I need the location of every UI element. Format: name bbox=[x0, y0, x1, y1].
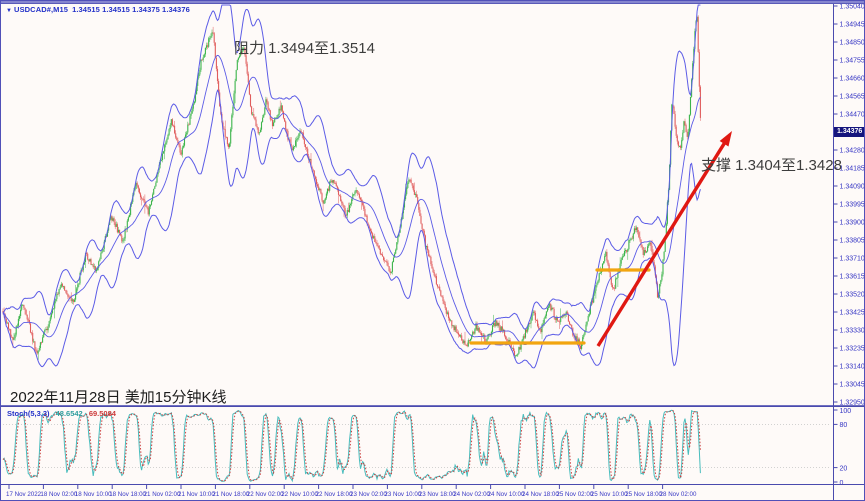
dropdown-icon[interactable]: ▼ bbox=[6, 8, 13, 14]
time-axis-label: 17 Nov 2022 bbox=[6, 491, 42, 498]
price-axis-label: 1.35040 bbox=[840, 4, 865, 11]
bollinger-upper-band bbox=[2, 4, 701, 330]
stoch-axis-label: 20 bbox=[840, 465, 848, 472]
time-axis-label: 22 Nov 10:00 bbox=[281, 491, 318, 498]
ohlc-values: 1.34515 1.34515 1.34375 1.34376 bbox=[72, 5, 190, 14]
date-annotation: 2022年11月28日 美加15分钟K线 bbox=[10, 389, 227, 406]
price-axis-label: 1.34280 bbox=[840, 148, 865, 155]
time-axis-label: 25 Nov 10:00 bbox=[591, 491, 628, 498]
time-axis-label: 24 Nov 10:00 bbox=[488, 491, 525, 498]
time-axis-label: 28 Nov 02:00 bbox=[660, 491, 697, 498]
window-top-border bbox=[1, 1, 864, 4]
stochastic-indicator-label: Stoch(5,3,3) 48.6542 69.5084 bbox=[7, 409, 116, 418]
time-axis-label: 18 Nov 10:00 bbox=[75, 491, 112, 498]
stochastic-name: Stoch(5,3,3) bbox=[7, 409, 50, 418]
price-axis-label: 1.33235 bbox=[840, 346, 865, 353]
current-price-tag: 1.34376 bbox=[834, 127, 864, 137]
price-axis-label: 1.33425 bbox=[840, 310, 865, 317]
price-axis-label: 1.34850 bbox=[840, 40, 865, 47]
price-axis-label: 1.32950 bbox=[840, 400, 865, 407]
price-axis-label: 1.33900 bbox=[840, 220, 865, 227]
time-axis-label: 25 Nov 02:00 bbox=[556, 491, 593, 498]
price-axis-label: 1.34945 bbox=[840, 22, 865, 29]
stoch-k-line bbox=[2, 409, 701, 483]
bollinger-middle-band bbox=[2, 54, 701, 346]
price-axis-label: 1.34470 bbox=[840, 112, 865, 119]
price-axis-border bbox=[833, 1, 834, 500]
time-axis-separator bbox=[1, 484, 864, 485]
panel-separator[interactable] bbox=[1, 405, 864, 407]
time-axis-label: 21 Nov 10:00 bbox=[178, 491, 215, 498]
price-axis-label: 1.33520 bbox=[840, 292, 865, 299]
time-axis-label: 24 Nov 18:00 bbox=[522, 491, 559, 498]
bollinger-bands-group bbox=[2, 4, 701, 369]
price-axis-label: 1.33710 bbox=[840, 256, 865, 263]
time-axis-label: 18 Nov 02:00 bbox=[40, 491, 77, 498]
stochastic-lines bbox=[2, 409, 701, 483]
price-axis-label: 1.33045 bbox=[840, 382, 865, 389]
stochastic-d-value: 69.5084 bbox=[88, 409, 116, 418]
time-axis-label: 23 Nov 18:00 bbox=[419, 491, 456, 498]
price-axis-label: 1.33995 bbox=[840, 202, 865, 209]
trend-arrow[interactable] bbox=[596, 131, 732, 347]
price-axis-label: 1.34185 bbox=[840, 166, 865, 173]
stoch-axis-label: 80 bbox=[840, 422, 848, 429]
price-axis-label: 1.33615 bbox=[840, 274, 865, 281]
time-axis-label: 23 Nov 02:00 bbox=[350, 491, 387, 498]
support-annotation: 支撑 1.3404至1.3428 bbox=[701, 157, 842, 174]
candles-group bbox=[2, 15, 701, 361]
price-axis-label: 1.33805 bbox=[840, 238, 865, 245]
symbol-name: USDCAD#,M15 bbox=[14, 5, 69, 14]
time-axis-label: 25 Nov 18:00 bbox=[625, 491, 662, 498]
stochastic-k-value: 48.6542 bbox=[55, 409, 83, 418]
price-axis-label: 1.34565 bbox=[840, 94, 865, 101]
price-axis-label: 1.34660 bbox=[840, 76, 865, 83]
time-axis-label: 22 Nov 02:00 bbox=[247, 491, 284, 498]
stoch-axis-label: 100 bbox=[840, 408, 852, 415]
price-axis-label: 1.34090 bbox=[840, 184, 865, 191]
time-axis-label: 21 Nov 02:00 bbox=[144, 491, 181, 498]
time-axis-label: 21 Nov 18:00 bbox=[212, 491, 249, 498]
price-axis-label: 1.33140 bbox=[840, 364, 865, 371]
price-axis-label: 1.33330 bbox=[840, 328, 865, 335]
time-axis-label: 22 Nov 18:00 bbox=[316, 491, 353, 498]
stoch-axis-label: 0 bbox=[840, 480, 844, 487]
time-axis-label: 24 Nov 02:00 bbox=[453, 491, 490, 498]
stoch-d-line bbox=[2, 410, 701, 482]
time-axis-label: 18 Nov 18:00 bbox=[109, 491, 146, 498]
stoch-axis[interactable] bbox=[834, 406, 864, 485]
time-axis[interactable] bbox=[1, 485, 833, 500]
symbol-info-label[interactable]: ▼ USDCAD#,M15 1.34515 1.34515 1.34375 1.34… bbox=[6, 5, 190, 14]
price-axis-label: 1.34755 bbox=[840, 58, 865, 65]
time-axis-label: 23 Nov 10:00 bbox=[384, 491, 421, 498]
resistance-annotation: 阻力 1.3494至1.3514 bbox=[234, 40, 375, 57]
orange-level-lines bbox=[469, 268, 651, 345]
bollinger-lower-band bbox=[2, 89, 701, 369]
